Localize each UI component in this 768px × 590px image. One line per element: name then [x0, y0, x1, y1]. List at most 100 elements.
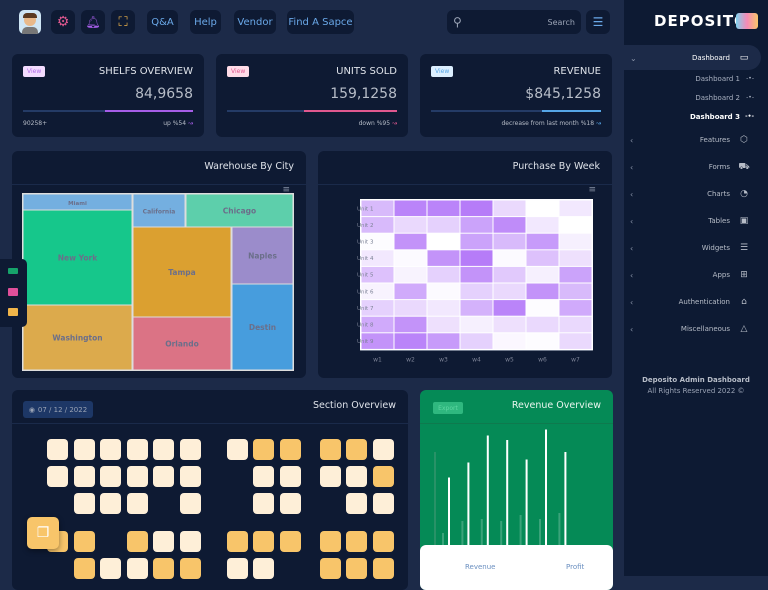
view-button[interactable]: View — [23, 66, 46, 77]
heatmap-cell[interactable] — [361, 233, 394, 250]
heatmap-cell[interactable] — [427, 217, 460, 233]
avatar[interactable] — [19, 10, 41, 34]
seat-occupied[interactable] — [373, 531, 394, 552]
heatmap-cell[interactable] — [559, 250, 592, 266]
treemap-cell-new-york[interactable] — [23, 210, 132, 305]
find-space-button[interactable]: Find A Sapce — [287, 10, 354, 34]
heatmap-cell[interactable] — [394, 250, 427, 266]
bell-icon[interactable]: 🔔︎ — [81, 10, 105, 34]
heatmap-cell[interactable] — [460, 200, 493, 217]
heatmap-cell[interactable] — [361, 333, 394, 349]
heatmap-cell[interactable] — [394, 200, 427, 217]
heatmap-cell[interactable] — [526, 200, 559, 217]
treemap-cell-california[interactable] — [133, 194, 185, 227]
cash-icon[interactable] — [8, 268, 18, 274]
export-button[interactable]: Export — [433, 402, 463, 414]
heatmap-cell[interactable] — [526, 283, 559, 300]
profit-bar[interactable] — [500, 521, 503, 555]
heatmap-cell[interactable] — [526, 333, 559, 349]
image-icon[interactable] — [8, 288, 18, 296]
profit-bar[interactable] — [442, 533, 444, 555]
sidebar-item-forms[interactable]: ‹ Forms ⛟ — [624, 154, 768, 180]
folder-icon[interactable] — [8, 308, 18, 316]
heatmap-cell[interactable] — [526, 266, 559, 283]
seat-occupied[interactable] — [74, 558, 95, 579]
menu-icon[interactable]: ☰ — [586, 10, 610, 34]
heatmap-cell[interactable] — [526, 250, 559, 266]
heatmap-cell[interactable] — [493, 233, 526, 250]
heatmap-cell[interactable] — [394, 300, 427, 316]
sidebar-item-widgets[interactable]: ‹ Widgets ☰ — [624, 235, 768, 261]
heatmap-cell[interactable] — [493, 300, 526, 316]
seat-available[interactable] — [127, 558, 148, 579]
sidebar-subitem[interactable]: Dashboard 2 -•- — [695, 94, 754, 102]
profit-bar[interactable] — [461, 521, 464, 555]
seat-available[interactable] — [127, 466, 148, 487]
heatmap-cell[interactable] — [361, 217, 394, 233]
seat-available[interactable] — [346, 466, 367, 487]
seat-occupied[interactable] — [320, 558, 341, 579]
seat-available[interactable] — [47, 439, 68, 460]
heatmap-cell[interactable] — [460, 300, 493, 316]
heatmap-cell[interactable] — [493, 250, 526, 266]
revenue-bar[interactable] — [467, 462, 470, 556]
profit-bar[interactable] — [519, 515, 522, 555]
heatmap-cell[interactable] — [361, 200, 394, 217]
seat-available[interactable] — [153, 531, 174, 552]
heatmap-cell[interactable] — [460, 333, 493, 349]
seat-available[interactable] — [100, 466, 121, 487]
heatmap-cell[interactable] — [361, 316, 394, 333]
heatmap-cell[interactable] — [427, 316, 460, 333]
seat-available[interactable] — [127, 439, 148, 460]
heatmap-cell[interactable] — [361, 250, 394, 266]
treemap-cell-naples[interactable] — [232, 227, 293, 284]
heatmap-cell[interactable] — [427, 233, 460, 250]
date-picker[interactable]: ◉ 07 / 12 / 2022 — [23, 401, 93, 418]
heatmap-cell[interactable] — [427, 200, 460, 217]
treemap-cell-chicago[interactable] — [186, 194, 293, 227]
profit-bar[interactable] — [539, 519, 541, 555]
heatmap-cell[interactable] — [394, 316, 427, 333]
gear-icon[interactable]: ⚙ — [51, 10, 75, 34]
seat-occupied[interactable] — [346, 531, 367, 552]
heatmap-cell[interactable] — [493, 283, 526, 300]
seat-available[interactable] — [74, 466, 95, 487]
seat-available[interactable] — [253, 493, 274, 514]
heatmap-cell[interactable] — [559, 200, 592, 217]
chart-menu-icon[interactable]: ≡ — [588, 185, 596, 195]
seat-available[interactable] — [320, 466, 341, 487]
heatmap-cell[interactable] — [559, 283, 592, 300]
revenue-bar[interactable] — [506, 440, 509, 555]
seat-available[interactable] — [153, 439, 174, 460]
heatmap-cell[interactable] — [559, 300, 592, 316]
sidebar-item-miscellaneous[interactable]: ‹ Miscellaneous △ — [624, 316, 768, 342]
heatmap-cell[interactable] — [460, 316, 493, 333]
seat-available[interactable] — [47, 466, 68, 487]
fullscreen-icon[interactable]: ⛶ — [111, 10, 135, 34]
heatmap-cell[interactable] — [559, 217, 592, 233]
seat-available[interactable] — [180, 493, 201, 514]
seat-occupied[interactable] — [180, 558, 201, 579]
seat-occupied[interactable] — [253, 531, 274, 552]
seat-occupied[interactable] — [253, 439, 274, 460]
chart-menu-icon[interactable]: ≡ — [282, 185, 290, 195]
seat-occupied[interactable] — [127, 531, 148, 552]
seat-available[interactable] — [100, 439, 121, 460]
seat-available[interactable] — [280, 466, 301, 487]
seat-available[interactable] — [100, 558, 121, 579]
seat-available[interactable] — [253, 558, 274, 579]
seat-occupied[interactable] — [373, 466, 394, 487]
seat-available[interactable] — [180, 439, 201, 460]
heatmap-cell[interactable] — [460, 283, 493, 300]
heatmap-cell[interactable] — [493, 316, 526, 333]
seat-occupied[interactable] — [280, 531, 301, 552]
revenue-bar[interactable] — [486, 435, 489, 556]
heatmap-cell[interactable] — [427, 266, 460, 283]
sidebar-item-apps[interactable]: ‹ Apps ⊞ — [624, 262, 768, 288]
seat-available[interactable] — [74, 493, 95, 514]
vendor-button[interactable]: Vendor — [234, 10, 276, 34]
seat-available[interactable] — [74, 439, 95, 460]
heatmap-cell[interactable] — [394, 266, 427, 283]
sidebar-subitem[interactable]: Dashboard 1 -•- — [695, 75, 754, 83]
revenue-bar[interactable] — [545, 429, 547, 556]
